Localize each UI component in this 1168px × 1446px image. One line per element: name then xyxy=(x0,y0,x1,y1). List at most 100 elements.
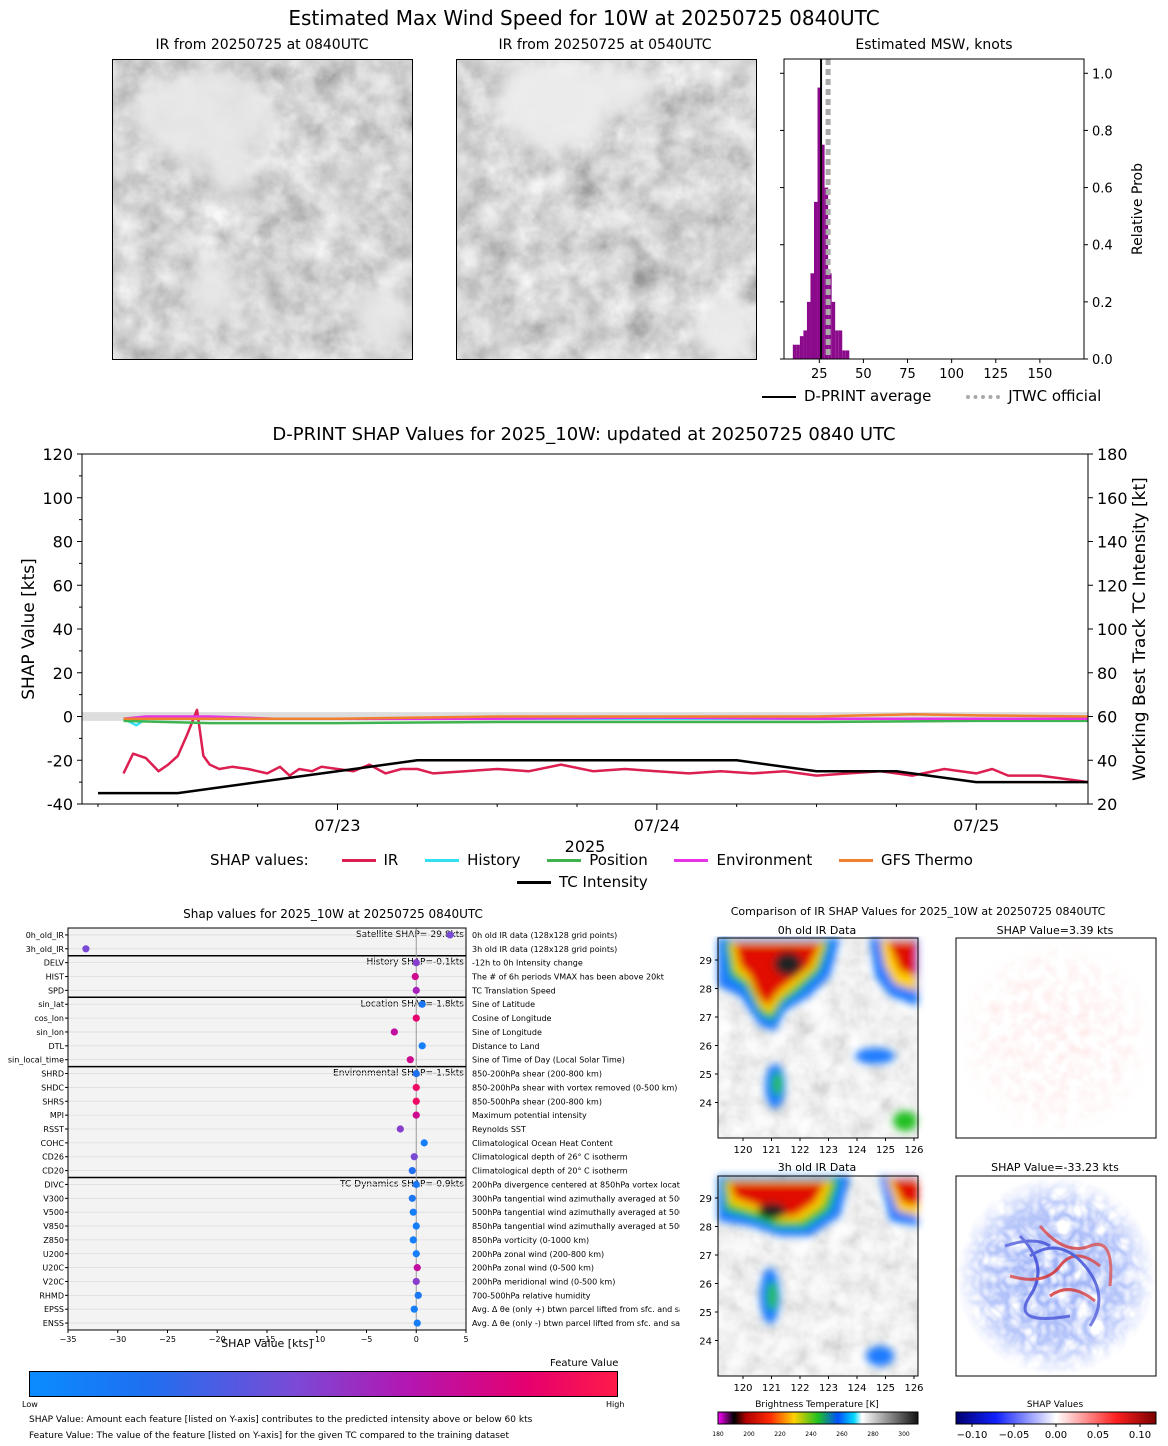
cmp-xtick-label: 120 xyxy=(733,1383,752,1394)
ir-current-title: IR from 20250725 at 0840UTC xyxy=(155,37,369,53)
shap-scatter-xlabel: SHAP Value [kts] xyxy=(221,1337,313,1350)
hist-ytick-label: 1.0 xyxy=(1092,67,1113,82)
feature-point xyxy=(418,1042,426,1050)
hist-bar xyxy=(831,301,836,359)
feature-name-label: cos_lon xyxy=(34,1014,64,1023)
ts-ytick-label: 100 xyxy=(42,489,73,508)
shap0-panel xyxy=(955,937,1157,1139)
ts-ylabel: SHAP Value [kts] xyxy=(19,558,39,700)
dprint-legend-label: D-PRINT average xyxy=(804,387,932,405)
feature-name-label: sin_lon xyxy=(36,1028,64,1037)
hist-frame xyxy=(783,58,1085,360)
feature-desc-label: 300hPa tangential wind azimuthally avera… xyxy=(472,1194,680,1203)
cmp-ytick-label: 25 xyxy=(699,1308,712,1319)
cmp-ytick-label: 26 xyxy=(699,1042,712,1053)
ts-y2tick-label: 160 xyxy=(1097,489,1128,508)
colorbar-low-label: Low xyxy=(22,1400,38,1409)
scatter-xtick-label: −15 xyxy=(259,1335,276,1344)
cmp-xtick-label: 122 xyxy=(790,1145,809,1156)
group-band xyxy=(68,928,466,956)
bt-tick-label: 280 xyxy=(867,1431,879,1438)
ir0-title: 0h old IR Data xyxy=(777,924,857,937)
feature-point xyxy=(413,1319,421,1327)
feature-name-label: RSST xyxy=(43,1125,64,1134)
feature-name-label: SHRS xyxy=(42,1097,64,1106)
legend-gfs-label: GFS Thermo xyxy=(881,851,973,869)
hist-bar xyxy=(796,344,800,359)
cmp-xtick-label: 121 xyxy=(762,1383,781,1394)
feature-point xyxy=(446,931,454,939)
shap-tick-label: −0.05 xyxy=(999,1430,1030,1441)
feature-desc-label: -12h to 0h Intensity change xyxy=(472,959,583,968)
feature-desc-label: 0h old IR data (128x128 grid points) xyxy=(472,931,617,940)
feature-name-label: Z850 xyxy=(43,1236,64,1245)
feature-desc-label: Sine of Time of Day (Local Solar Time) xyxy=(472,1056,625,1065)
feature-desc-label: 850hPa tangential wind azimuthally avera… xyxy=(472,1222,680,1231)
feature-desc-label: Climatological Ocean Heat Content xyxy=(472,1139,613,1148)
ts-ytick-label: 0 xyxy=(63,708,73,727)
scatter-xtick-label: −35 xyxy=(60,1335,77,1344)
ts-xtick-label: 07/23 xyxy=(314,816,360,835)
ts-ytick-label: -20 xyxy=(47,751,73,770)
shap3-title: SHAP Value=-33.23 kts xyxy=(991,1161,1119,1174)
feature-name-label: sin_local_time xyxy=(8,1056,64,1065)
bt-tick-label: 200 xyxy=(743,1431,755,1438)
hist-bar xyxy=(821,144,825,359)
feature-desc-label: The # of 6h periods VMAX has been above … xyxy=(471,973,664,982)
feature-point xyxy=(410,1153,418,1161)
cmp-xtick-label: 124 xyxy=(847,1145,866,1156)
ts-ytick-label: 120 xyxy=(42,445,73,464)
ts-y2tick-label: 80 xyxy=(1097,664,1117,683)
feature-point xyxy=(420,1139,428,1147)
legend-environment-label: Environment xyxy=(716,851,813,869)
hist-xtick-label: 100 xyxy=(939,367,964,382)
feature-desc-label: 850-200hPa shear (200-800 km) xyxy=(472,1070,602,1079)
ir3-panel xyxy=(717,1175,919,1377)
ir0-panel xyxy=(717,937,919,1139)
feature-name-label: DTL xyxy=(48,1042,64,1051)
cmp-ytick-label: 24 xyxy=(699,1337,712,1348)
hist-bar xyxy=(835,330,839,359)
feature-name-label: MPI xyxy=(50,1111,64,1120)
bt-tick-label: 180 xyxy=(712,1431,724,1438)
feature-point xyxy=(412,1250,420,1258)
feature-name-label: DELV xyxy=(44,959,65,968)
shap-tick-label: 0.10 xyxy=(1129,1430,1151,1441)
timeseries-frame xyxy=(81,453,1089,805)
ts-y2tick-label: 120 xyxy=(1097,576,1128,595)
legend-position-label: Position xyxy=(589,851,648,869)
hist-ytick-label: 0.0 xyxy=(1092,353,1113,368)
ts-y2tick-label: 140 xyxy=(1097,533,1128,552)
hist-bar xyxy=(845,350,850,359)
bt-colorbar-label: Brightness Temperature [K] xyxy=(755,1400,879,1410)
feature-desc-label: Sine of Longitude xyxy=(472,1028,542,1037)
bt-tick-label: 240 xyxy=(805,1431,817,1438)
scatter-xtick-label: −10 xyxy=(308,1335,325,1344)
feature-desc-label: Avg. Δ θe (only +) btwn parcel lifted fr… xyxy=(472,1305,680,1314)
feature-name-label: SPD xyxy=(48,986,64,995)
ir3-title: 3h old IR Data xyxy=(777,1161,857,1174)
feature-desc-label: Maximum potential intensity xyxy=(472,1111,587,1120)
series-line-gfs-thermo xyxy=(123,713,1089,720)
legend-ir: IR xyxy=(341,851,398,869)
feature-desc-label: Climatological depth of 26° C isotherm xyxy=(472,1153,628,1162)
group-band xyxy=(68,1066,466,1178)
feature-desc-label: Distance to Land xyxy=(472,1042,540,1051)
feature-point xyxy=(412,1180,420,1189)
cmp-xtick-label: 126 xyxy=(904,1383,923,1394)
ir-current-image xyxy=(112,59,413,360)
cmp-xtick-label: 125 xyxy=(876,1383,895,1394)
figure-title: Estimated Max Wind Speed for 10W at 2025… xyxy=(288,6,880,30)
hist-bar xyxy=(814,201,818,359)
feature-name-label: 3h_old_IR xyxy=(26,945,65,954)
cmp-xtick-label: 120 xyxy=(733,1145,752,1156)
hist-bar xyxy=(838,330,843,359)
feature-name-label: COHC xyxy=(41,1139,65,1148)
series-line-tc-intensity xyxy=(98,759,1088,795)
ts-ytick-label: 60 xyxy=(53,576,73,595)
legend-environment: Environment xyxy=(674,851,812,869)
cmp-xtick-label: 126 xyxy=(904,1145,923,1156)
hist-xtick-label: 150 xyxy=(1027,367,1052,382)
feature-name-label: V300 xyxy=(43,1194,64,1203)
cmp-ytick-label: 28 xyxy=(699,1223,712,1234)
